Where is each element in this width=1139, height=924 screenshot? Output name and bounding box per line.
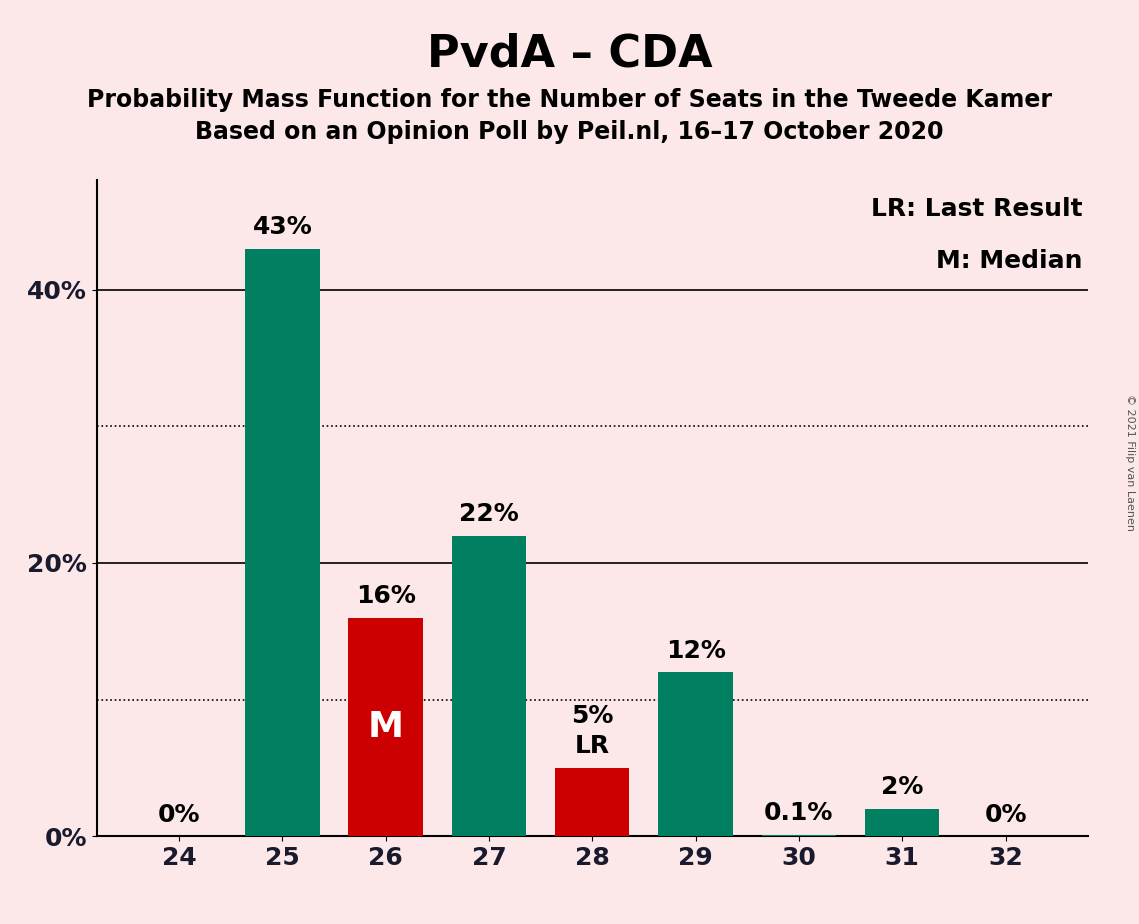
Text: 0%: 0% <box>984 803 1026 827</box>
Text: Probability Mass Function for the Number of Seats in the Tweede Kamer: Probability Mass Function for the Number… <box>87 88 1052 112</box>
Text: 12%: 12% <box>665 638 726 663</box>
Text: LR: Last Result: LR: Last Result <box>871 197 1083 221</box>
Text: LR: LR <box>575 735 609 759</box>
Bar <box>658 673 732 836</box>
Bar <box>245 249 320 836</box>
Text: 43%: 43% <box>253 215 312 239</box>
Text: 16%: 16% <box>355 584 416 608</box>
Text: 22%: 22% <box>459 502 519 526</box>
Text: 0.1%: 0.1% <box>764 801 834 825</box>
Text: © 2021 Filip van Laenen: © 2021 Filip van Laenen <box>1125 394 1134 530</box>
Text: Based on an Opinion Poll by Peil.nl, 16–17 October 2020: Based on an Opinion Poll by Peil.nl, 16–… <box>195 120 944 144</box>
Bar <box>349 617 423 836</box>
Text: M: Median: M: Median <box>936 249 1083 274</box>
Bar <box>762 835 836 836</box>
Text: 0%: 0% <box>158 803 200 827</box>
Bar <box>555 768 630 836</box>
Text: PvdA – CDA: PvdA – CDA <box>427 32 712 76</box>
Text: 2%: 2% <box>880 775 924 799</box>
Text: 5%: 5% <box>571 704 614 728</box>
Bar <box>865 808 940 836</box>
Text: M: M <box>368 710 403 744</box>
Bar <box>452 536 526 836</box>
